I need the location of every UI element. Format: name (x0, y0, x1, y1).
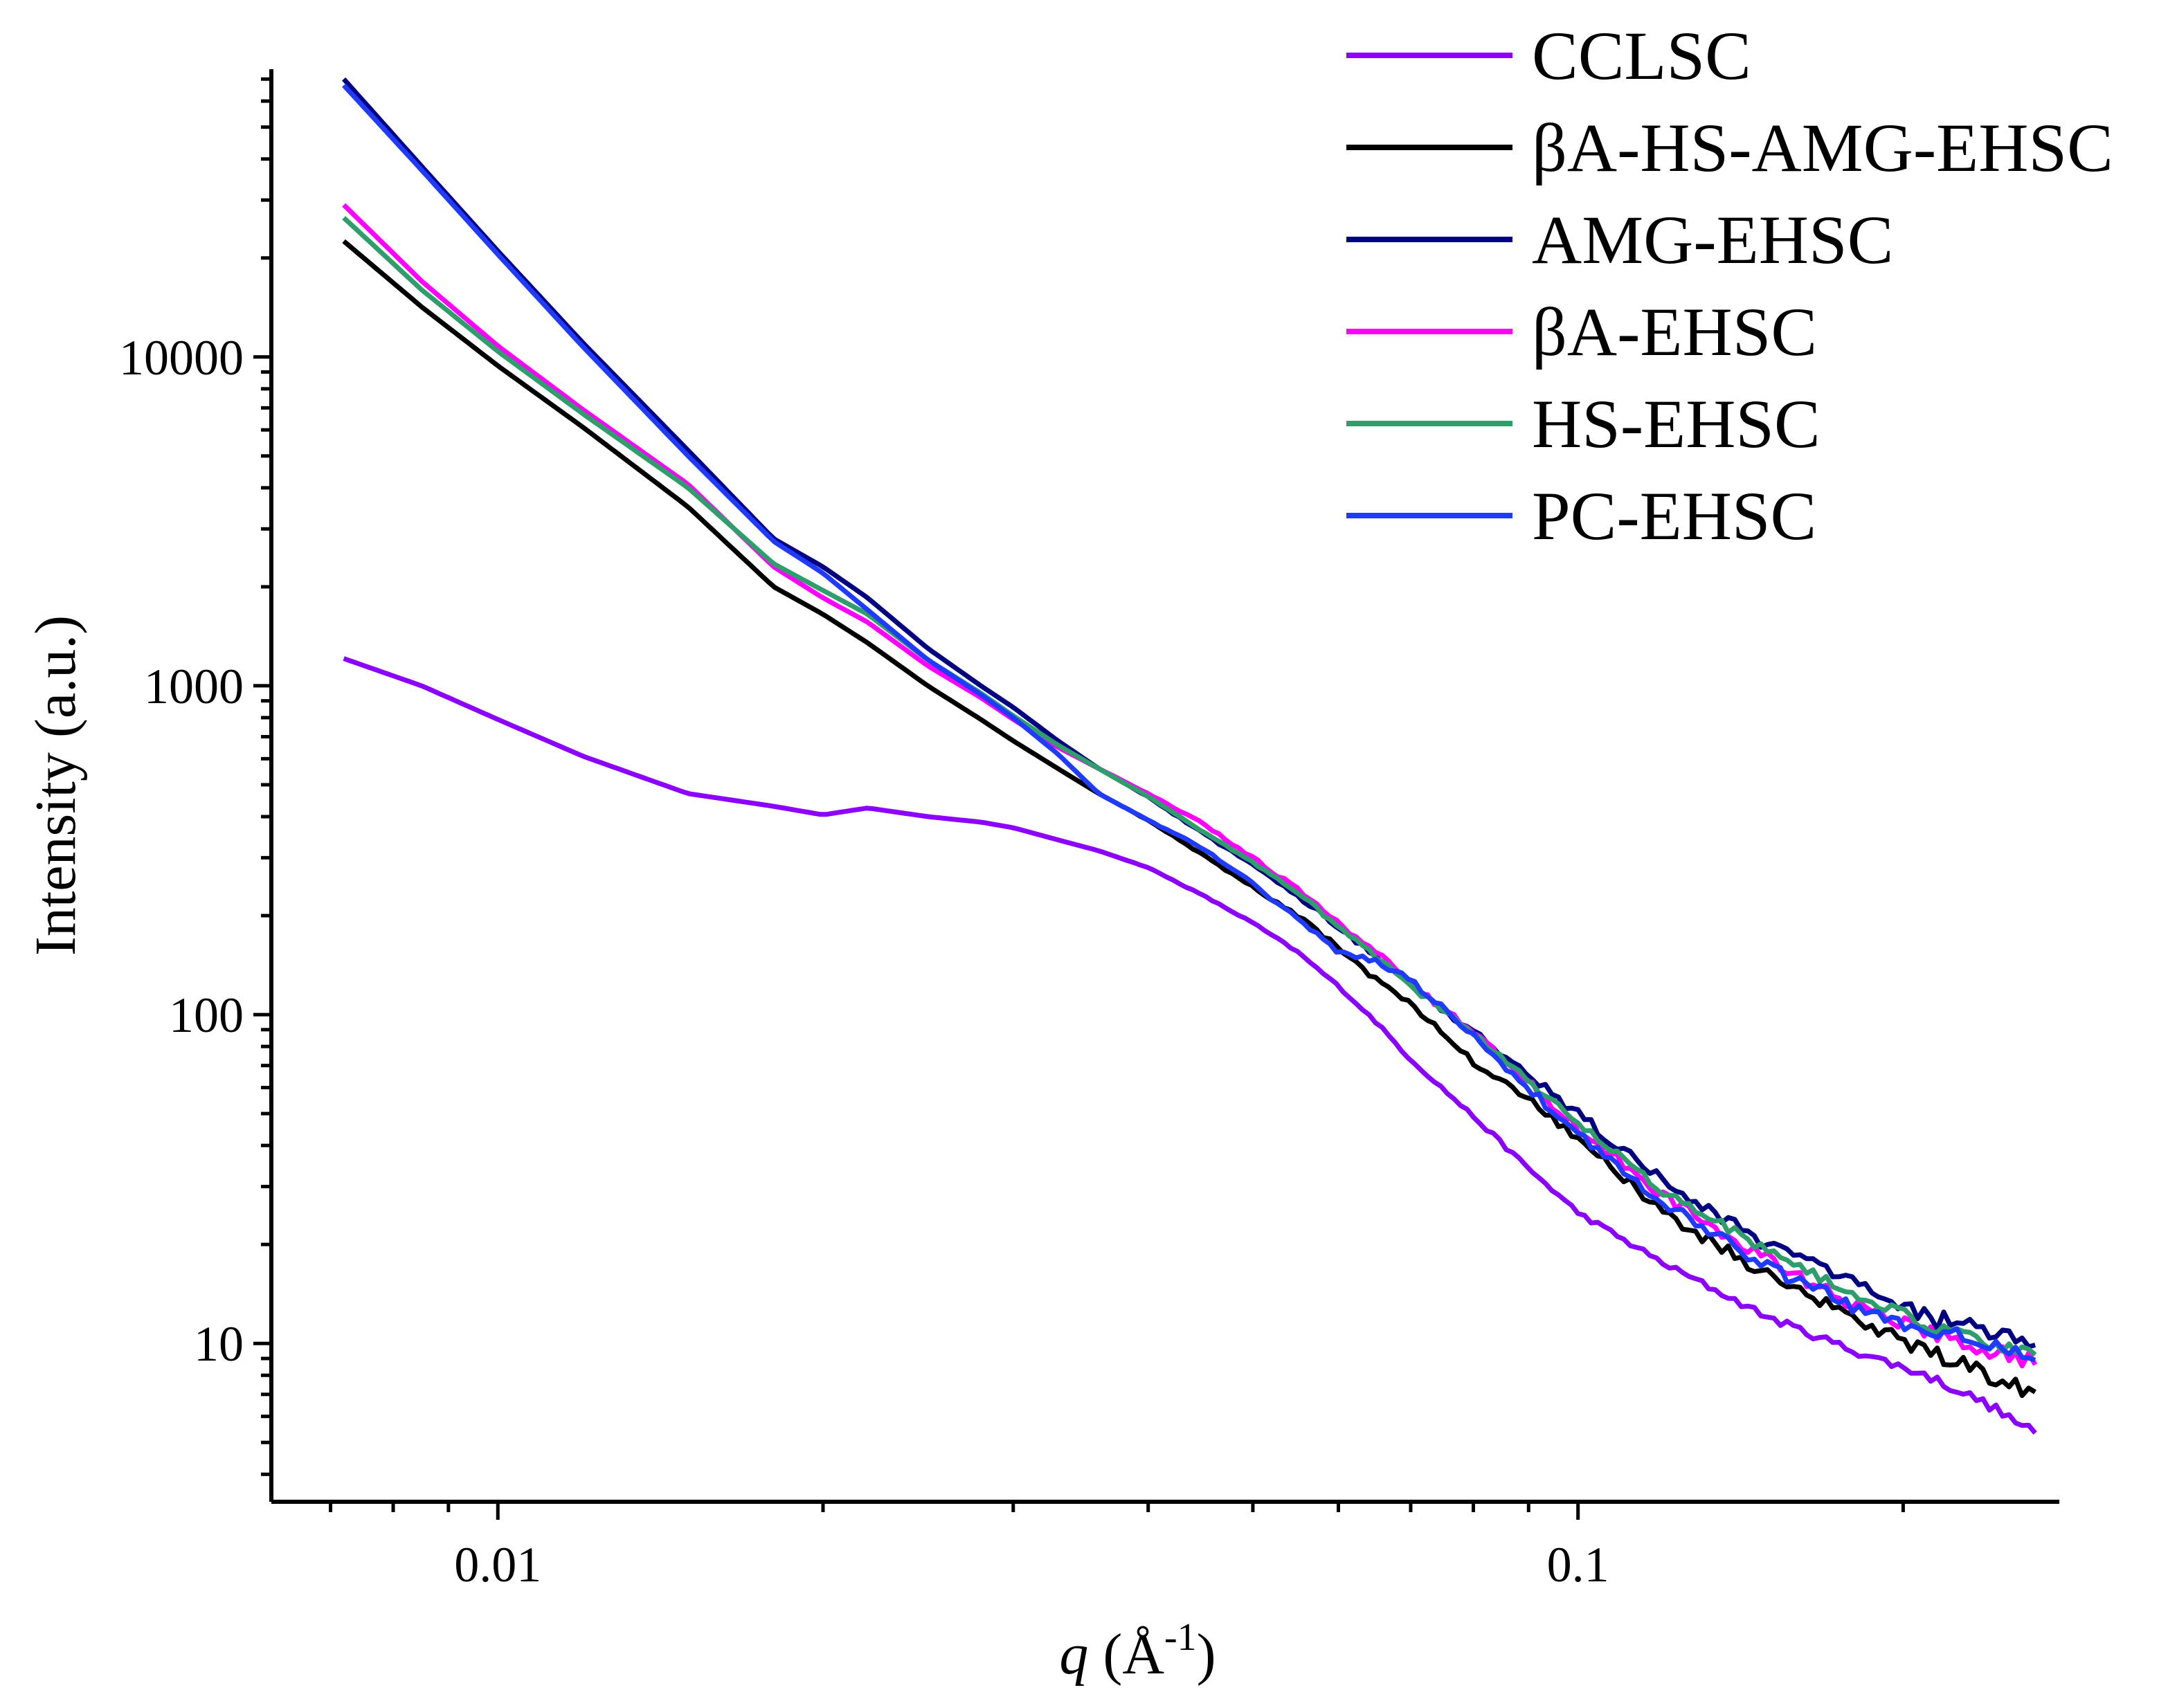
y-tick-label: 100 (169, 988, 244, 1043)
legend-label-amg-ehsc: AMG-EHSC (1532, 201, 1893, 278)
plot-lines (341, 77, 2038, 1435)
x-axis-title-var: q (1059, 1622, 1088, 1687)
y-axis-title: Intensity (a.u.) (24, 615, 88, 956)
series-line-a-hs-amg-ehsc (342, 239, 2036, 1399)
x-axis-title-close: ) (1197, 1622, 1216, 1687)
x-axis-title-unit: (Å (1088, 1622, 1164, 1687)
series-line-cclsc (343, 656, 2037, 1435)
legend-label-a-ehsc: βA-EHSC (1532, 293, 1817, 370)
x-tick-label: 0.1 (1547, 1537, 1609, 1592)
legend-label-cclsc: CCLSC (1532, 17, 1751, 94)
series-line-hs-ehsc (342, 216, 2037, 1357)
series-line-pc-ehsc (342, 83, 2036, 1363)
y-tick-label: 10000 (119, 330, 244, 385)
legend-label-a-hs-amg-ehsc: βA-HS-AMG-EHSC (1532, 109, 2113, 186)
y-tick-label: 10 (194, 1316, 244, 1372)
legend-label-pc-ehsc: PC-EHSC (1532, 478, 1816, 554)
axes: 10 100 1000 10000 0.01 0.1 (119, 69, 2059, 1592)
x-axis-title: q (Å-1) (1059, 1616, 1216, 1687)
x-tick-label: 0.01 (454, 1537, 541, 1592)
x-axis-title-exponent: -1 (1164, 1616, 1197, 1659)
y-tick-label: 1000 (144, 659, 244, 714)
legend: CCLSC βA-HS-AMG-EHSC AMG-EHSC βA-EHSC HS-EHS… (1346, 17, 2113, 554)
legend-label-hs-ehsc: HS-EHSC (1532, 385, 1821, 462)
